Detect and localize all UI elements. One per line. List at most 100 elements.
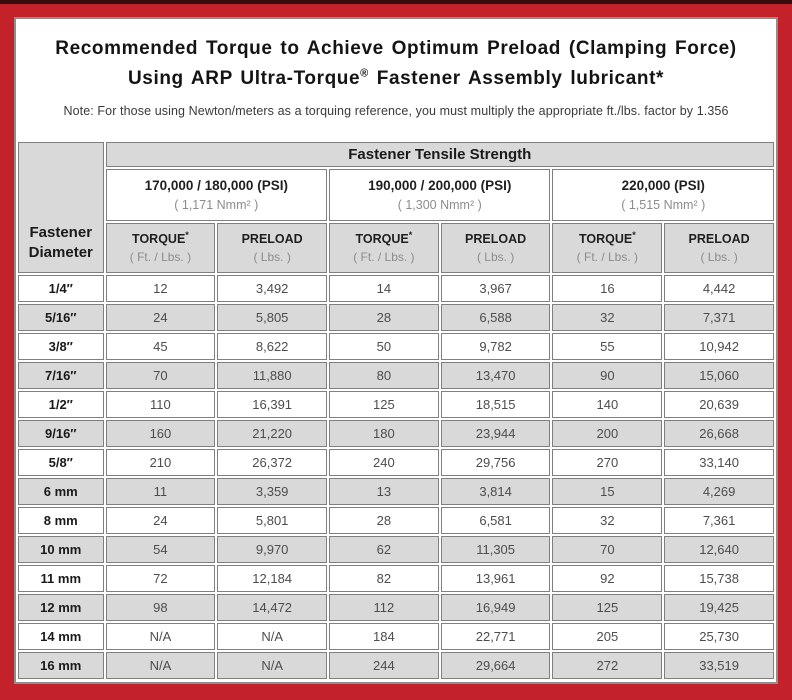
value-cell: 26,372 [217,449,328,476]
value-cell: 29,664 [440,652,551,679]
column-header-row: TORQUE* ( Ft. / Lbs. ) PRELOAD ( Lbs. ) … [18,223,774,273]
value-cell: 12,184 [217,565,328,592]
value-cell: 55 [552,333,663,360]
psi-group-row: 170,000 / 180,000 (PSI) ( 1,171 Nmm² ) 1… [18,169,774,221]
value-cell: 180 [329,420,439,447]
value-cell: 22,771 [440,623,551,650]
torque-column-header: TORQUE* ( Ft. / Lbs. ) [552,223,663,273]
value-cell: 11,880 [217,362,328,389]
value-cell: 160 [105,420,216,447]
value-cell: 15 [552,478,663,505]
value-cell: 7,361 [664,507,774,534]
value-cell: 32 [552,304,663,331]
diameter-cell: 1/4″ [18,275,104,302]
value-cell: 45 [105,333,216,360]
torque-table-body: 1/4″ 12 3,492 14 3,967 16 4,442 5/16″ 24 5,805 28 6… [18,275,774,679]
value-cell: 26,668 [664,420,774,447]
value-cell: 15,060 [664,362,774,389]
diameter-cell: 14 mm [18,623,104,650]
value-cell: 12,640 [664,536,774,563]
value-cell: 125 [552,594,663,621]
value-cell: 13 [329,478,439,505]
value-cell: 50 [329,333,439,360]
value-cell: 140 [552,391,663,418]
psi-group-2: 190,000 / 200,000 (PSI) ( 1,300 Nmm² ) [329,169,551,221]
value-cell: 272 [552,652,663,679]
value-cell: 6,588 [440,304,551,331]
diameter-cell: 10 mm [18,536,104,563]
value-cell: 80 [329,362,439,389]
value-cell: 11,305 [440,536,551,563]
diameter-cell: 16 mm [18,652,104,679]
value-cell: 110 [105,391,216,418]
table-row: 7/16″ 70 11,880 80 13,470 90 15,060 [18,362,774,389]
diameter-cell: 6 mm [18,478,104,505]
value-cell: 244 [329,652,439,679]
value-cell: 112 [329,594,439,621]
torque-column-header: TORQUE* ( Ft. / Lbs. ) [329,223,439,273]
table-row: 8 mm 24 5,801 28 6,581 32 7,361 [18,507,774,534]
value-cell: 6,581 [440,507,551,534]
value-cell: 9,970 [217,536,328,563]
diameter-cell: 9/16″ [18,420,104,447]
value-cell: 200 [552,420,663,447]
tensile-strength-header: Fastener Tensile Strength [105,142,774,167]
preload-column-header: PRELOAD ( Lbs. ) [664,223,774,273]
tensile-header-row: Fastener Diameter Fastener Tensile Stren… [18,142,774,273]
value-cell: 54 [105,536,216,563]
value-cell: 19,425 [664,594,774,621]
content-panel: Recommended Torque to Achieve Optimum Pr… [14,17,778,684]
value-cell: 70 [552,536,663,563]
preload-column-header: PRELOAD ( Lbs. ) [440,223,551,273]
value-cell: 210 [105,449,216,476]
value-cell: 5,801 [217,507,328,534]
value-cell: 98 [105,594,216,621]
diameter-cell: 8 mm [18,507,104,534]
table-row: 1/2″ 110 16,391 125 18,515 140 20,639 [18,391,774,418]
value-cell: 82 [329,565,439,592]
table-row: 9/16″ 160 21,220 180 23,944 200 26,668 [18,420,774,447]
table-row: 14 mm N/A N/A 184 22,771 205 25,730 [18,623,774,650]
diameter-cell: 1/2″ [18,391,104,418]
value-cell: 13,470 [440,362,551,389]
value-cell: 23,944 [440,420,551,447]
table-row: 10 mm 54 9,970 62 11,305 70 12,640 [18,536,774,563]
value-cell: 72 [105,565,216,592]
value-cell: 270 [552,449,663,476]
conversion-note: Note: For those using Newton/meters as a… [63,103,729,118]
value-cell: 3,967 [440,275,551,302]
value-cell: 28 [329,304,439,331]
diameter-cell: 5/16″ [18,304,104,331]
value-cell: 11 [105,478,216,505]
page-title: Recommended Torque to Achieve Optimum Pr… [16,34,776,95]
value-cell: 3,492 [217,275,328,302]
diameter-cell: 5/8″ [18,449,104,476]
value-cell: 62 [329,536,439,563]
value-cell: N/A [217,623,328,650]
psi-group-1: 170,000 / 180,000 (PSI) ( 1,171 Nmm² ) [105,169,328,221]
table-row: 11 mm 72 12,184 82 13,961 92 15,738 [18,565,774,592]
table-row: 1/4″ 12 3,492 14 3,967 16 4,442 [18,275,774,302]
title-line-1: Recommended Torque to Achieve Optimum Pr… [55,38,737,59]
value-cell: 184 [329,623,439,650]
table-row: 12 mm 98 14,472 112 16,949 125 19,425 [18,594,774,621]
diameter-cell: 12 mm [18,594,104,621]
table-row: 5/16″ 24 5,805 28 6,588 32 7,371 [18,304,774,331]
value-cell: 70 [105,362,216,389]
value-cell: 21,220 [217,420,328,447]
value-cell: 24 [105,507,216,534]
diameter-cell: 3/8″ [18,333,104,360]
value-cell: 20,639 [664,391,774,418]
value-cell: 205 [552,623,663,650]
diameter-cell: 7/16″ [18,362,104,389]
top-dark-strip [0,0,792,4]
value-cell: 14,472 [217,594,328,621]
table-row: 6 mm 11 3,359 13 3,814 15 4,269 [18,478,774,505]
torque-column-header: TORQUE* ( Ft. / Lbs. ) [105,223,216,273]
value-cell: 90 [552,362,663,389]
value-cell: 4,442 [664,275,774,302]
value-cell: 18,515 [440,391,551,418]
value-cell: 125 [329,391,439,418]
value-cell: 14 [329,275,439,302]
table-row: 16 mm N/A N/A 244 29,664 272 33,519 [18,652,774,679]
